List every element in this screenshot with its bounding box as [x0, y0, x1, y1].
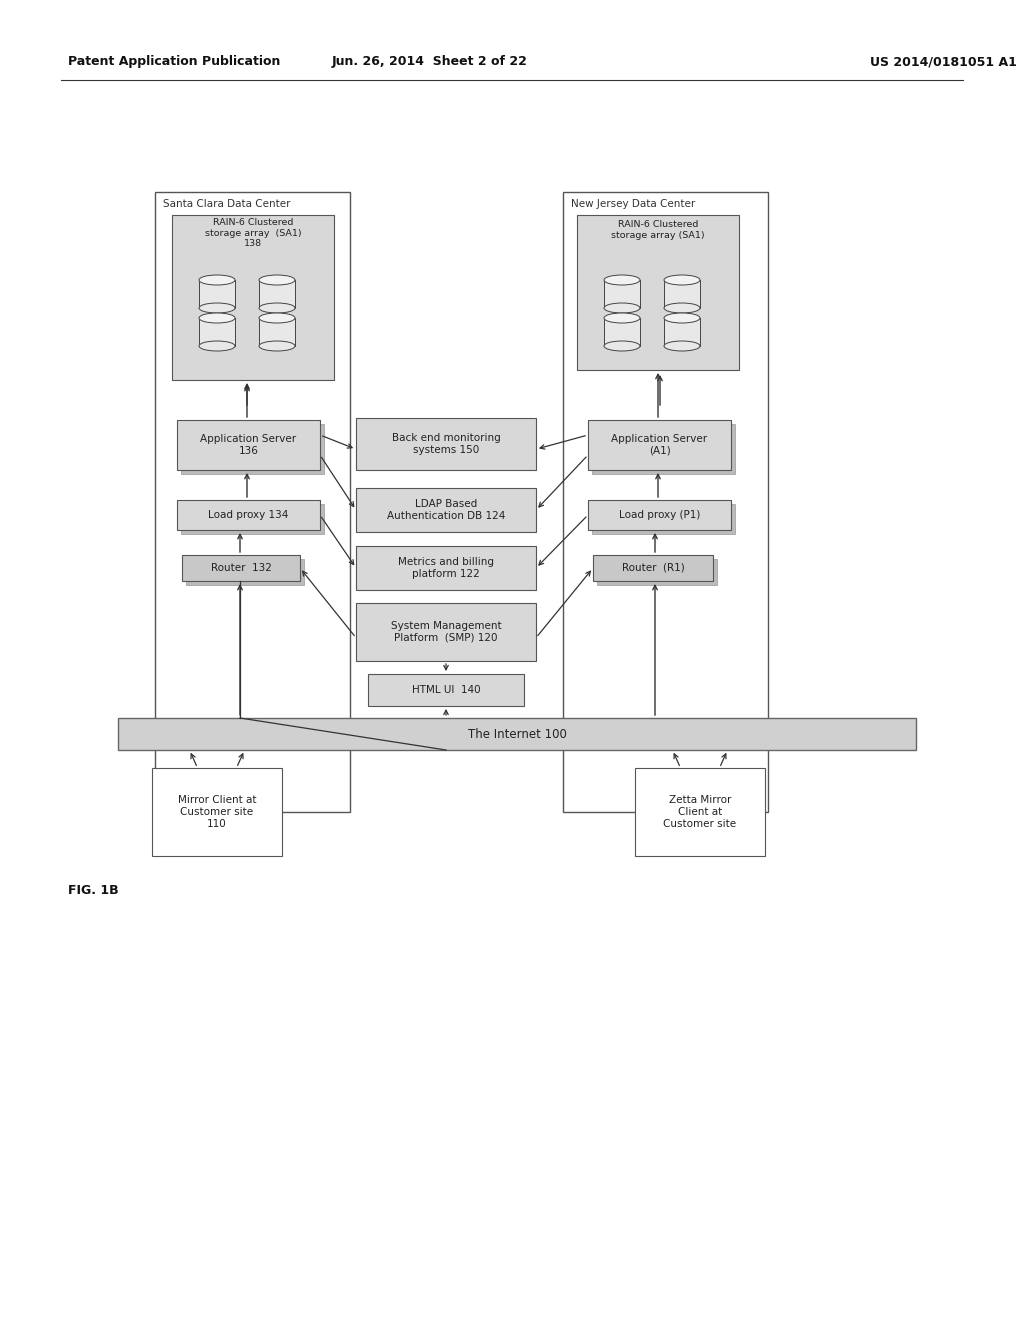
FancyBboxPatch shape: [356, 546, 536, 590]
FancyBboxPatch shape: [597, 558, 717, 585]
FancyBboxPatch shape: [604, 318, 640, 346]
FancyBboxPatch shape: [118, 718, 916, 750]
FancyBboxPatch shape: [563, 191, 768, 812]
FancyBboxPatch shape: [155, 191, 350, 812]
Ellipse shape: [199, 304, 234, 313]
FancyBboxPatch shape: [356, 488, 536, 532]
FancyBboxPatch shape: [259, 280, 295, 308]
Text: Metrics and billing
platform 122: Metrics and billing platform 122: [398, 557, 494, 578]
FancyBboxPatch shape: [588, 420, 731, 470]
Text: New Jersey Data Center: New Jersey Data Center: [571, 199, 695, 209]
Ellipse shape: [604, 341, 640, 351]
Text: Application Server
(A1): Application Server (A1): [611, 434, 708, 455]
Ellipse shape: [664, 341, 700, 351]
Ellipse shape: [259, 313, 295, 323]
Ellipse shape: [604, 313, 640, 323]
FancyBboxPatch shape: [199, 280, 234, 308]
FancyBboxPatch shape: [199, 318, 234, 346]
Ellipse shape: [604, 275, 640, 285]
Text: Santa Clara Data Center: Santa Clara Data Center: [163, 199, 291, 209]
Ellipse shape: [259, 275, 295, 285]
Ellipse shape: [604, 304, 640, 313]
FancyBboxPatch shape: [181, 424, 324, 474]
Text: Application Server
136: Application Server 136: [201, 434, 297, 455]
Ellipse shape: [259, 304, 295, 313]
Text: Load proxy (P1): Load proxy (P1): [618, 510, 700, 520]
FancyBboxPatch shape: [177, 500, 319, 531]
FancyBboxPatch shape: [186, 558, 304, 585]
Text: Router  (R1): Router (R1): [622, 564, 684, 573]
Text: Zetta Mirror
Client at
Customer site: Zetta Mirror Client at Customer site: [664, 796, 736, 829]
Ellipse shape: [664, 313, 700, 323]
Ellipse shape: [199, 275, 234, 285]
Ellipse shape: [664, 304, 700, 313]
Text: Router  132: Router 132: [211, 564, 271, 573]
FancyBboxPatch shape: [664, 280, 700, 308]
Text: HTML UI  140: HTML UI 140: [412, 685, 480, 696]
Text: The Internet 100: The Internet 100: [468, 727, 566, 741]
FancyBboxPatch shape: [593, 554, 713, 581]
FancyBboxPatch shape: [172, 215, 334, 380]
FancyBboxPatch shape: [664, 318, 700, 346]
Text: US 2014/0181051 A1: US 2014/0181051 A1: [870, 55, 1017, 69]
FancyBboxPatch shape: [177, 420, 319, 470]
FancyBboxPatch shape: [604, 280, 640, 308]
FancyBboxPatch shape: [356, 603, 536, 661]
FancyBboxPatch shape: [635, 768, 765, 855]
Ellipse shape: [199, 313, 234, 323]
FancyBboxPatch shape: [356, 418, 536, 470]
Text: RAIN-6 Clustered
storage array  (SA1)
138: RAIN-6 Clustered storage array (SA1) 138: [205, 218, 301, 248]
Ellipse shape: [199, 341, 234, 351]
FancyBboxPatch shape: [259, 318, 295, 346]
Ellipse shape: [259, 341, 295, 351]
FancyBboxPatch shape: [592, 424, 735, 474]
FancyBboxPatch shape: [182, 554, 300, 581]
FancyBboxPatch shape: [368, 675, 524, 706]
Text: System Management
Platform  (SMP) 120: System Management Platform (SMP) 120: [391, 622, 502, 643]
FancyBboxPatch shape: [577, 215, 739, 370]
Text: RAIN-6 Clustered
storage array (SA1): RAIN-6 Clustered storage array (SA1): [611, 220, 705, 240]
Text: LDAP Based
Authentication DB 124: LDAP Based Authentication DB 124: [387, 499, 505, 521]
FancyBboxPatch shape: [592, 504, 735, 535]
Text: FIG. 1B: FIG. 1B: [68, 883, 119, 896]
Text: Jun. 26, 2014  Sheet 2 of 22: Jun. 26, 2014 Sheet 2 of 22: [332, 55, 528, 69]
Text: Patent Application Publication: Patent Application Publication: [68, 55, 281, 69]
Ellipse shape: [664, 275, 700, 285]
FancyBboxPatch shape: [152, 768, 282, 855]
FancyBboxPatch shape: [588, 500, 731, 531]
FancyBboxPatch shape: [181, 504, 324, 535]
Text: Load proxy 134: Load proxy 134: [208, 510, 289, 520]
Text: Back end monitoring
systems 150: Back end monitoring systems 150: [391, 433, 501, 455]
Text: Mirror Client at
Customer site
110: Mirror Client at Customer site 110: [178, 796, 256, 829]
